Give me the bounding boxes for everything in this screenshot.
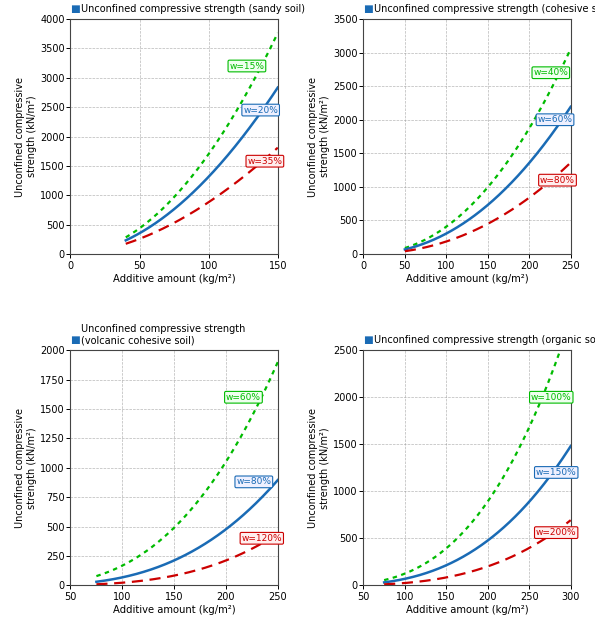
Text: w=60%: w=60% [226,392,261,402]
Text: w=35%: w=35% [248,157,283,166]
Text: w=150%: w=150% [536,468,577,477]
Text: ■: ■ [70,4,80,14]
X-axis label: Additive amount (kg/m²): Additive amount (kg/m²) [406,605,528,615]
Text: w=60%: w=60% [537,115,572,124]
Text: Unconfined compressive strength (sandy soil): Unconfined compressive strength (sandy s… [81,4,305,14]
X-axis label: Additive amount (kg/m²): Additive amount (kg/m²) [113,605,236,615]
Text: w=200%: w=200% [536,528,577,537]
Text: ■: ■ [70,335,80,345]
Y-axis label: Unconfined compressive
strength (kN/m²): Unconfined compressive strength (kN/m²) [15,408,37,528]
Y-axis label: Unconfined compressive
strength (kN/m²): Unconfined compressive strength (kN/m²) [308,408,330,528]
Text: ■: ■ [364,4,373,14]
Text: w=80%: w=80% [236,478,271,486]
Text: ■: ■ [364,335,373,345]
Y-axis label: Unconfined compressive
strength (kN/m²): Unconfined compressive strength (kN/m²) [308,76,330,197]
Text: w=20%: w=20% [243,106,278,115]
Text: w=40%: w=40% [533,68,568,77]
Text: w=15%: w=15% [230,62,264,71]
Text: Unconfined compressive strength
(volcanic cohesive soil): Unconfined compressive strength (volcani… [81,324,246,345]
X-axis label: Additive amount (kg/m²): Additive amount (kg/m²) [113,274,236,284]
Text: Unconfined compressive strength (cohesive soil): Unconfined compressive strength (cohesiv… [374,4,595,14]
Text: w=80%: w=80% [540,176,575,185]
Text: Unconfined compressive strength (organic soil): Unconfined compressive strength (organic… [374,335,595,345]
Y-axis label: Unconfined compressive
strength (kN/m²): Unconfined compressive strength (kN/m²) [15,76,37,197]
X-axis label: Additive amount (kg/m²): Additive amount (kg/m²) [406,274,528,284]
Text: w=120%: w=120% [242,534,282,543]
Text: w=100%: w=100% [531,392,572,402]
